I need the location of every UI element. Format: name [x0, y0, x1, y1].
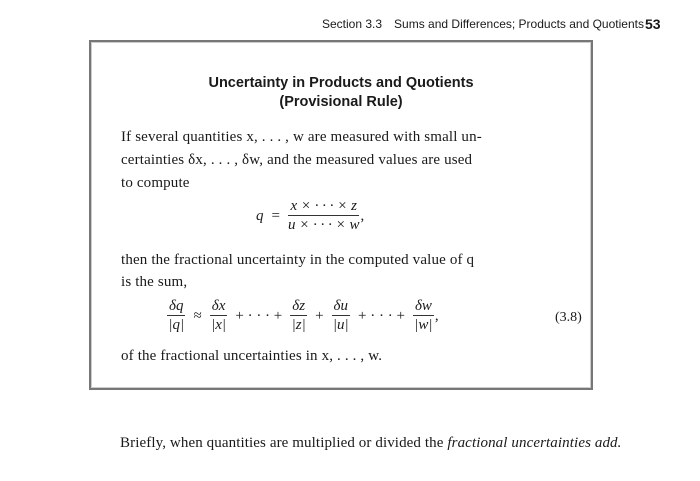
eq2-term-x: δx |x|	[209, 298, 228, 333]
equation-q: q = x × · · · × z u × · · · × w ,	[256, 198, 364, 234]
equation-fractional-sum: δq |q| ≈ δx |x| + · · · + δz |z| + δu |u| + …	[167, 298, 439, 334]
para2-line1: then the fractional uncertainty in the c…	[121, 252, 475, 268]
running-header: Section 3.3 Sums and Differences; Produc…	[322, 17, 644, 31]
eq1-lhs: q	[256, 207, 264, 224]
box-subtitle: (Provisional Rule)	[279, 94, 403, 110]
section-number: Section 3.3	[322, 17, 383, 31]
section-title: Sums and Differences; Products and Quoti…	[394, 17, 644, 31]
summary-sentence: Briefly, when quantities are multiplied …	[120, 435, 622, 451]
para2-line2: is the sum,	[121, 274, 188, 290]
eq2-approx: ≈	[193, 307, 202, 324]
eq1-numerator: x × · · · × z	[288, 198, 359, 216]
emphasis: fractional uncertainties add.	[447, 435, 622, 451]
equation-number: (3.8)	[555, 310, 582, 325]
box-title: Uncertainty in Products and Quotients	[208, 75, 474, 91]
para1-line2: certainties δx, . . . , δw, and the meas…	[121, 152, 473, 168]
eq1-comma: ,	[360, 207, 365, 224]
para1-line3: to compute	[121, 175, 190, 191]
eq2-plus-dots: + · · · +	[235, 307, 283, 324]
eq2-plus: +	[315, 307, 324, 324]
para1-line1: If several quantities x, . . . , w are m…	[121, 129, 482, 145]
eq1-fraction: x × · · · × z u × · · · × w	[288, 198, 360, 234]
eq2-term-w: δw |w|	[412, 298, 434, 333]
eq2-comma: ,	[434, 307, 439, 324]
eq2-lhs: δq |q|	[167, 298, 186, 333]
rule-box: Uncertainty in Products and Quotients (P…	[89, 40, 593, 390]
page-number: 53	[645, 16, 661, 32]
eq2-term-u: δu |u|	[331, 298, 351, 333]
eq2-plus-dots-2: + · · · +	[358, 307, 405, 324]
eq2-term-z: δz |z|	[290, 298, 308, 333]
eq1-denominator: u × · · · × w	[287, 217, 360, 233]
eq1-equals: =	[271, 207, 280, 224]
para3: of the fractional uncertainties in x, . …	[121, 348, 383, 364]
